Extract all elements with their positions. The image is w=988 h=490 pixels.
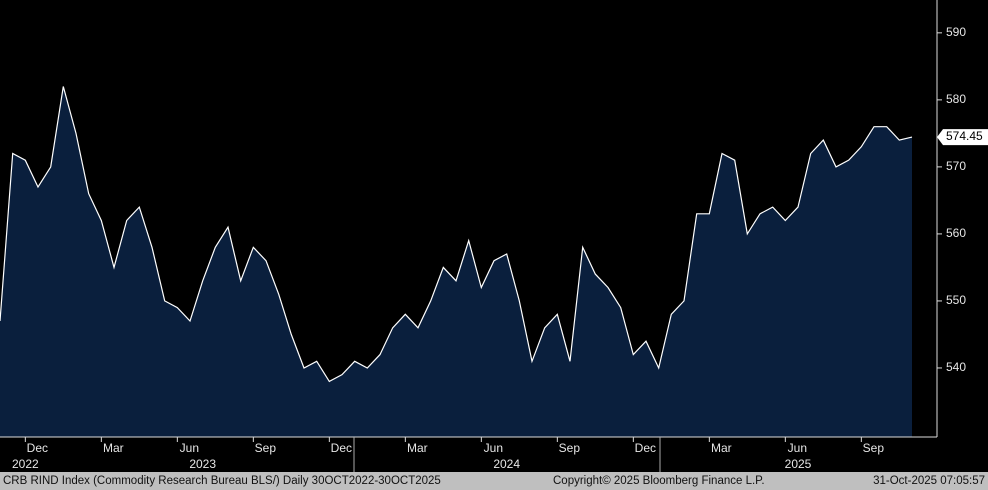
y-tick-label: 540	[946, 360, 966, 374]
x-tick-label: Mar	[711, 441, 732, 455]
x-tick-label: Jun	[788, 441, 807, 455]
x-tick-label: Dec	[331, 441, 352, 455]
year-label: 2024	[493, 457, 520, 471]
x-tick-label: Dec	[635, 441, 656, 455]
x-tick-label: Jun	[180, 441, 199, 455]
x-tick-label: Jun	[484, 441, 503, 455]
x-tick-label: Mar	[407, 441, 428, 455]
x-tick-label: Sep	[559, 441, 581, 455]
x-tick-label: Mar	[103, 441, 124, 455]
last-value-label: 574.45	[946, 129, 983, 143]
timestamp: 31-Oct-2025 07:05:57	[873, 475, 985, 487]
line	[0, 86, 913, 383]
copyright: Copyright© 2025 Bloomberg Finance L.P.	[553, 475, 765, 487]
area	[0, 86, 912, 437]
chart-title: CRB RIND Index (Commodity Research Burea…	[3, 475, 441, 487]
last-value-flag	[937, 129, 988, 146]
y-tick-label: 570	[946, 159, 966, 173]
x-tick-label: Sep	[255, 441, 277, 455]
x-tick-label: Sep	[863, 441, 885, 455]
y-tick-label: 550	[946, 293, 966, 307]
x-tick-label: Dec	[27, 441, 48, 455]
y-tick-label: 580	[946, 92, 966, 106]
y-tick-label: 560	[946, 226, 966, 240]
year-label: 2023	[189, 457, 216, 471]
year-label: 2022	[12, 457, 39, 471]
footer-bar	[0, 472, 988, 490]
y-tick-label: 590	[946, 25, 966, 39]
year-label: 2025	[785, 457, 812, 471]
